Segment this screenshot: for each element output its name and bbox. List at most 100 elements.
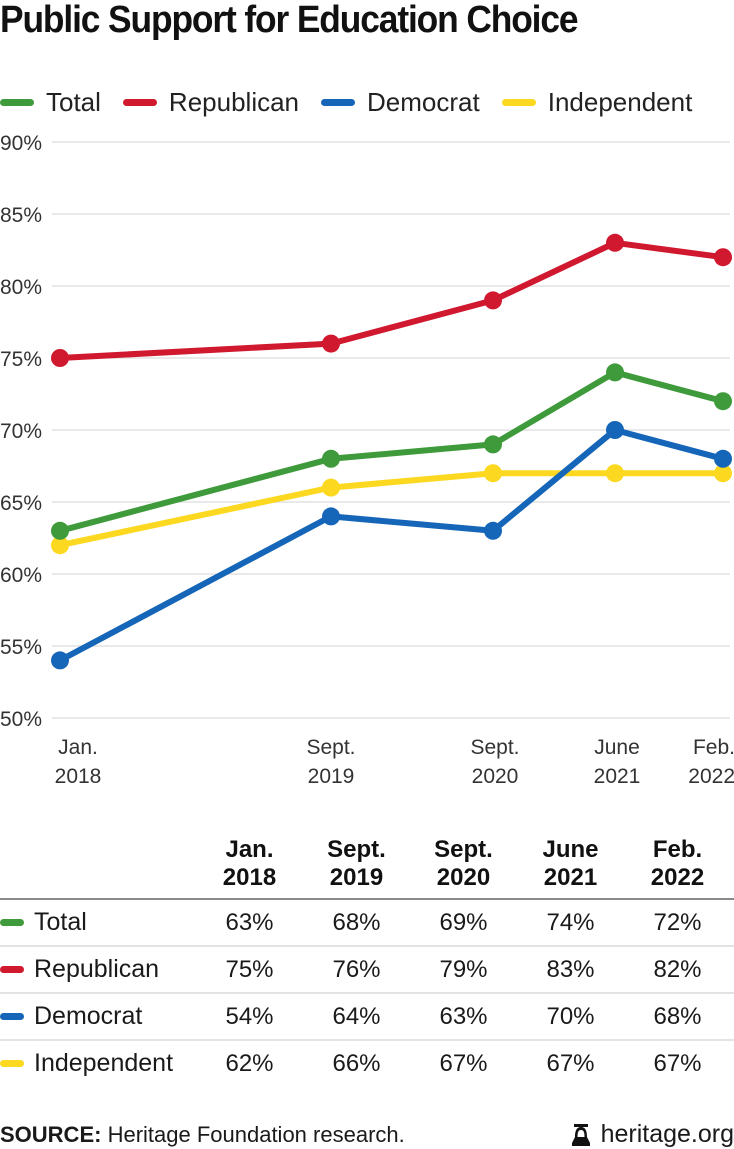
table-header: Jan. 2018 Sept. 2019 Sept. 2020 June 2021 Fe… bbox=[0, 830, 734, 900]
legend-swatch-republican bbox=[122, 98, 157, 106]
row-label: Democrat bbox=[0, 1002, 196, 1031]
x-tick-label: Feb. bbox=[693, 736, 734, 759]
y-tick-label: 80% bbox=[0, 276, 42, 299]
series-line-independent bbox=[57, 470, 726, 549]
table-cell: 63% bbox=[439, 1002, 488, 1030]
legend-label: Total bbox=[46, 86, 101, 117]
row-label: Republican bbox=[0, 955, 196, 984]
column-header: Sept. 2020 bbox=[434, 836, 493, 891]
series-line-republican bbox=[57, 239, 726, 361]
row-label-text: Total bbox=[34, 908, 87, 936]
data-point-democrat bbox=[51, 651, 69, 670]
table-cell: 75% bbox=[225, 955, 274, 983]
source-note: SOURCE: Heritage Foundation research. bbox=[0, 1122, 405, 1148]
table-cell: 76% bbox=[332, 955, 381, 983]
legend-item-independent: Independent bbox=[501, 86, 693, 118]
data-point-total bbox=[714, 392, 732, 411]
table-cell: 72% bbox=[653, 908, 702, 936]
data-point-total bbox=[606, 363, 624, 382]
table-cell: 74% bbox=[546, 908, 595, 936]
table-row: Democrat 54% 64% 63% 70% 68% bbox=[0, 994, 734, 1041]
table-row: Total 63% 68% 69% 74% 72% bbox=[0, 900, 734, 947]
data-point-republican bbox=[51, 349, 69, 367]
y-tick-label: 85% bbox=[0, 204, 42, 227]
data-point-republican bbox=[714, 248, 732, 267]
table-cell: 68% bbox=[332, 908, 381, 936]
table-cell: 67% bbox=[653, 1049, 702, 1077]
liberty-bell-icon bbox=[571, 1123, 590, 1146]
row-swatch bbox=[0, 919, 24, 926]
legend-label: Republican bbox=[168, 86, 300, 117]
column-header: June 2021 bbox=[542, 836, 599, 891]
table-cell: 67% bbox=[439, 1049, 488, 1077]
table-cell: 70% bbox=[546, 1002, 595, 1030]
legend-swatch-democrat bbox=[321, 98, 356, 106]
table-cell: 66% bbox=[332, 1049, 381, 1077]
y-tick-label: 75% bbox=[0, 348, 42, 371]
y-tick-label: 50% bbox=[0, 708, 42, 731]
x-tick-label: 2020 bbox=[472, 765, 519, 788]
data-table: Jan. 2018 Sept. 2019 Sept. 2020 June 2021 Fe… bbox=[0, 830, 734, 1086]
row-label: Independent bbox=[0, 1049, 196, 1078]
data-point-democrat bbox=[714, 449, 732, 468]
legend: Total Republican Democrat Independent bbox=[0, 86, 692, 118]
series-points bbox=[51, 233, 732, 670]
data-point-total bbox=[51, 521, 69, 540]
table-cell: 68% bbox=[653, 1002, 702, 1030]
data-point-republican bbox=[322, 334, 340, 353]
legend-swatch-total bbox=[0, 98, 34, 106]
row-label-text: Independent bbox=[34, 1049, 174, 1077]
table-cell: 54% bbox=[225, 1002, 274, 1030]
x-tick-label: Jan. bbox=[58, 736, 98, 759]
x-tick-label: 2019 bbox=[308, 765, 355, 788]
data-point-independent bbox=[322, 478, 340, 497]
data-point-independent bbox=[484, 464, 502, 483]
table-cell: 69% bbox=[439, 908, 488, 936]
table-cell: 83% bbox=[546, 955, 595, 983]
data-point-independent bbox=[51, 536, 69, 555]
source-text: Heritage Foundation research. bbox=[101, 1121, 405, 1147]
row-label: Total bbox=[0, 908, 196, 937]
footer: SOURCE: Heritage Foundation research. he… bbox=[0, 1120, 734, 1149]
table-row: Independent 62% 66% 67% 67% 67% bbox=[0, 1041, 734, 1086]
legend-item-republican: Republican bbox=[122, 86, 300, 118]
data-point-democrat bbox=[322, 507, 340, 526]
series-line-total bbox=[57, 369, 726, 534]
y-tick-label: 90% bbox=[0, 132, 42, 155]
table-cell: 63% bbox=[225, 908, 274, 936]
data-point-total bbox=[322, 449, 340, 468]
series-lines bbox=[57, 239, 726, 664]
row-label-text: Democrat bbox=[34, 1002, 143, 1030]
brand: heritage.org bbox=[571, 1120, 734, 1149]
row-swatch bbox=[0, 966, 24, 973]
x-tick-label: Sept. bbox=[470, 736, 519, 759]
legend-label: Independent bbox=[547, 86, 693, 117]
x-tick-label: 2021 bbox=[594, 765, 641, 788]
row-swatch bbox=[0, 1013, 24, 1020]
y-tick-label: 70% bbox=[0, 420, 42, 443]
data-point-republican bbox=[606, 233, 624, 252]
chart-title: Public Support for Education Choice bbox=[0, 0, 579, 41]
data-point-democrat bbox=[484, 521, 502, 540]
series-line-democrat bbox=[57, 427, 726, 664]
x-tick-label: 2022 bbox=[688, 765, 734, 788]
column-header: Sept. 2019 bbox=[327, 836, 386, 891]
x-tick-label: Sept. bbox=[306, 736, 355, 759]
legend-label: Democrat bbox=[367, 86, 480, 117]
y-tick-label: 60% bbox=[0, 564, 42, 587]
gridlines bbox=[52, 141, 730, 719]
data-point-democrat bbox=[606, 421, 624, 439]
table-cell: 67% bbox=[546, 1049, 595, 1077]
data-point-republican bbox=[484, 291, 502, 310]
legend-item-total: Total bbox=[0, 87, 101, 118]
column-header: Jan. 2018 bbox=[222, 836, 277, 891]
brand-link[interactable]: heritage.org bbox=[600, 1120, 734, 1148]
data-point-independent bbox=[606, 464, 624, 483]
column-header: Feb. 2022 bbox=[650, 836, 705, 891]
y-tick-label: 65% bbox=[0, 492, 42, 515]
y-axis-tick-labels: 50% 55% 60% 65% 70% 75% 80% 85% 90% bbox=[0, 132, 42, 731]
line-chart: 50% 55% 60% 65% 70% 75% 80% 85% 90% Jan. 2018 Sept… bbox=[0, 132, 734, 788]
legend-item-democrat: Democrat bbox=[321, 87, 480, 118]
x-tick-label: June bbox=[594, 736, 640, 759]
x-axis-tick-labels: Jan. 2018 Sept. 2019 Sept. 2020 June 2021 Feb. 20… bbox=[55, 736, 734, 788]
